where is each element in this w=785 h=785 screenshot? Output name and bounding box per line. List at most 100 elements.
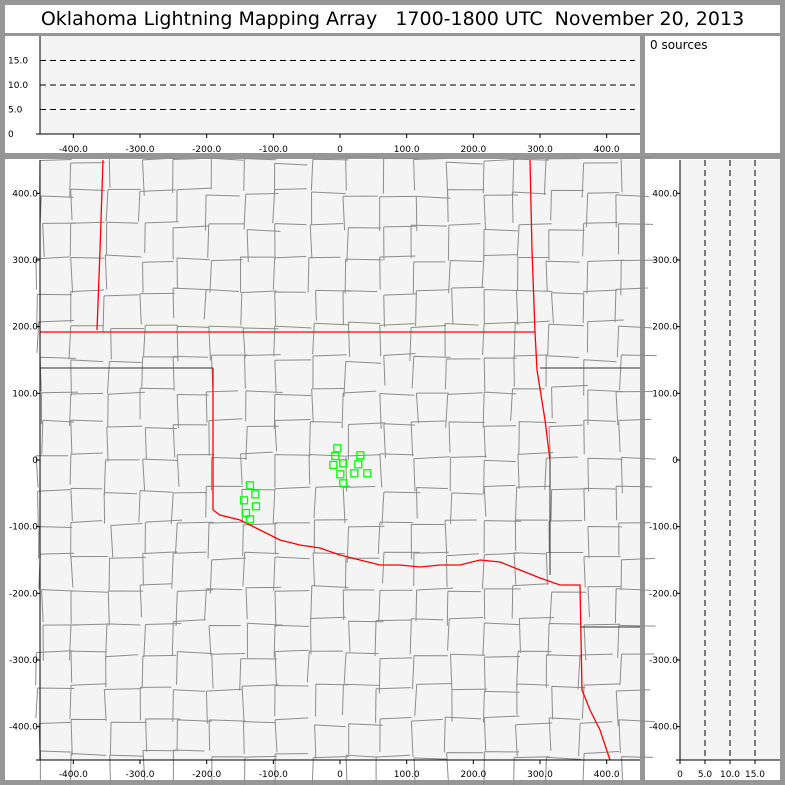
- county-border: [618, 418, 652, 453]
- station-marker: [336, 470, 345, 479]
- county-border: [172, 355, 208, 391]
- county-border: [516, 223, 552, 257]
- county-border: [551, 384, 588, 419]
- county-border: [483, 459, 516, 495]
- county-border: [274, 649, 309, 686]
- x-tick-label: 300.0: [527, 145, 553, 155]
- county-border: [550, 292, 583, 324]
- county-border: [514, 519, 549, 551]
- county-border: [414, 683, 453, 717]
- county-border: [144, 519, 183, 554]
- county-border: [176, 454, 215, 487]
- county-border: [70, 359, 104, 396]
- county-border: [512, 158, 549, 195]
- county-border: [514, 485, 551, 523]
- county-border: [139, 583, 173, 618]
- county-border: [306, 650, 344, 683]
- county-border: [449, 455, 487, 492]
- x-tick-label: -300.0: [125, 770, 154, 780]
- county-border: [583, 623, 621, 661]
- county-border: [172, 225, 210, 260]
- county-border: [38, 526, 73, 559]
- county-border: [342, 683, 380, 716]
- county-border: [208, 418, 243, 456]
- county-border: [105, 221, 139, 256]
- county-border: [68, 623, 108, 661]
- county-border: [409, 325, 447, 362]
- county-border: [413, 757, 448, 785]
- county-border: [142, 749, 176, 784]
- x-tick-label: 200.0: [460, 145, 486, 155]
- county-border: [205, 390, 239, 423]
- county-border: [138, 490, 174, 523]
- county-border: [69, 452, 103, 485]
- county-border: [103, 688, 142, 722]
- county-border: [142, 261, 174, 293]
- county-border: [204, 194, 240, 231]
- county-border: [244, 755, 278, 785]
- county-border: [272, 255, 307, 290]
- x-tick-label: -300.0: [125, 145, 154, 155]
- county-border: [243, 158, 277, 191]
- county-border: [515, 289, 553, 325]
- county-border: [273, 325, 312, 357]
- county-border: [620, 558, 655, 591]
- county-border: [545, 355, 579, 387]
- county-border: [240, 451, 273, 485]
- county-border: [105, 623, 141, 660]
- county-border: [342, 486, 376, 524]
- county-border: [483, 715, 520, 751]
- county-border: [70, 555, 108, 588]
- y-tick-label: -200.0: [649, 589, 678, 599]
- county-border: [615, 390, 653, 426]
- county-border: [69, 392, 104, 426]
- county-border: [347, 422, 386, 460]
- county-border: [171, 551, 207, 589]
- county-border: [35, 650, 73, 686]
- county-border: [583, 487, 616, 521]
- county-border: [379, 323, 415, 357]
- county-border: [274, 359, 312, 393]
- state-border: [529, 159, 551, 461]
- county-border: [274, 717, 309, 753]
- county-border: [203, 288, 239, 320]
- county-border: [348, 723, 383, 755]
- county-border: [274, 291, 306, 327]
- county-border: [582, 221, 618, 257]
- county-border: [176, 257, 210, 289]
- county-borders: [35, 155, 658, 785]
- county-border: [583, 419, 616, 455]
- county-border: [583, 556, 621, 588]
- county-border: [210, 157, 244, 190]
- county-border: [170, 491, 207, 525]
- county-border: [70, 487, 103, 521]
- county-border: [412, 261, 446, 294]
- county-border: [273, 556, 310, 591]
- county-border: [375, 754, 411, 785]
- station-marker: [245, 481, 255, 490]
- county-border: [106, 425, 143, 462]
- county-border: [310, 585, 349, 621]
- source-count: 0 sources: [650, 38, 708, 52]
- county-border: [482, 158, 519, 194]
- county-border: [109, 721, 147, 756]
- county-border: [447, 223, 481, 261]
- county-border: [347, 321, 381, 357]
- county-border: [582, 751, 620, 785]
- county-border: [513, 552, 546, 585]
- county-border: [411, 655, 448, 690]
- county-border: [141, 654, 177, 689]
- county-border: [375, 687, 411, 723]
- county-border: [70, 650, 107, 683]
- county-border: [586, 259, 625, 294]
- county-border: [483, 751, 520, 785]
- county-border: [204, 588, 243, 621]
- county-border: [105, 188, 141, 222]
- county-border: [615, 485, 653, 521]
- county-border: [518, 617, 555, 653]
- county-border: [383, 293, 417, 327]
- county-border: [448, 260, 483, 294]
- county-border: [144, 221, 179, 254]
- county-border: [577, 653, 613, 690]
